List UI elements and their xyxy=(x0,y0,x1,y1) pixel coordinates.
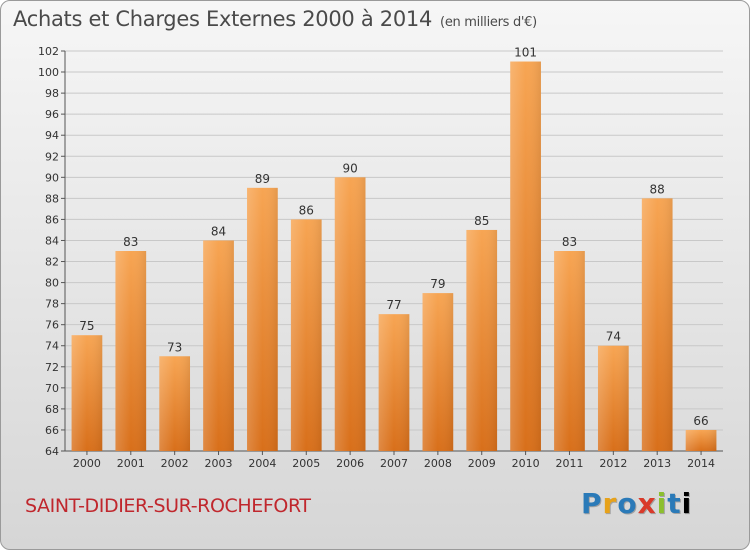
data-label: 83 xyxy=(562,235,577,249)
data-label: 77 xyxy=(386,298,401,312)
x-tick-label: 2011 xyxy=(555,457,583,470)
bar-shade xyxy=(290,219,322,451)
x-tick-label: 2013 xyxy=(643,457,671,470)
chart-subtitle: (en milliers d'€) xyxy=(440,15,537,30)
x-tick-label: 2003 xyxy=(205,457,233,470)
bar-shade xyxy=(641,198,673,451)
x-tick-label: 2006 xyxy=(336,457,364,470)
bar-shade xyxy=(466,229,498,451)
x-tick-label: 2001 xyxy=(117,457,145,470)
bar-shade xyxy=(597,345,629,451)
y-tick-label: 88 xyxy=(45,192,59,205)
y-tick-label: 98 xyxy=(45,87,59,100)
y-tick-label: 64 xyxy=(45,445,59,458)
bar-shade xyxy=(159,356,191,451)
y-tick-label: 70 xyxy=(45,382,59,395)
data-label: 89 xyxy=(255,172,270,186)
proxiti-logo: Proxiti xyxy=(581,487,693,520)
y-tick-label: 74 xyxy=(45,340,59,353)
x-tick-label: 2002 xyxy=(161,457,189,470)
chart-title: Achats et Charges Externes 2000 à 2014 (e… xyxy=(13,7,537,31)
data-label: 75 xyxy=(79,319,94,333)
x-tick-label: 2005 xyxy=(292,457,320,470)
data-label: 101 xyxy=(514,46,537,60)
bar-shade xyxy=(554,251,585,451)
y-tick-label: 66 xyxy=(45,424,59,437)
bar-shade xyxy=(115,251,147,451)
x-tick-label: 2014 xyxy=(687,457,715,470)
label-layer: 75 2000 83 2001 73 2002 84 2003 89 2004 86 2005 90 20… xyxy=(73,46,715,470)
y-tick-label: 86 xyxy=(45,213,59,226)
y-tick-label: 100 xyxy=(38,66,59,79)
y-tick-label: 82 xyxy=(45,256,59,269)
y-tick-label: 84 xyxy=(45,234,59,247)
data-label: 83 xyxy=(123,235,138,249)
x-tick-label: 2008 xyxy=(424,457,452,470)
y-tick-label: 80 xyxy=(45,277,59,290)
x-tick-label: 2004 xyxy=(248,457,276,470)
chart-title-text: Achats et Charges Externes 2000 à 2014 xyxy=(13,7,433,31)
bar-shade xyxy=(378,314,410,451)
y-tick-label: 78 xyxy=(45,298,59,311)
data-label: 85 xyxy=(474,214,489,228)
bar-layer xyxy=(71,61,717,452)
city-name: SAINT-DIDIER-SUR-ROCHEFORT xyxy=(25,495,311,517)
y-tick-label: 94 xyxy=(45,129,59,142)
bar-shade xyxy=(685,429,717,451)
data-label: 66 xyxy=(693,414,708,428)
bar-shade xyxy=(71,335,103,451)
x-tick-label: 2009 xyxy=(468,457,496,470)
y-tick-label: 68 xyxy=(45,403,59,416)
y-tick-label: 72 xyxy=(45,361,59,374)
bar-shade xyxy=(422,293,454,451)
bar-shade xyxy=(334,177,366,451)
x-tick-label: 2012 xyxy=(599,457,627,470)
y-tick-label: 76 xyxy=(45,319,59,332)
data-label: 79 xyxy=(430,277,445,291)
x-tick-label: 2007 xyxy=(380,457,408,470)
data-label: 84 xyxy=(211,224,226,238)
data-label: 88 xyxy=(650,182,665,196)
data-label: 73 xyxy=(167,340,182,354)
x-tick-label: 2010 xyxy=(512,457,540,470)
y-tick-label: 92 xyxy=(45,150,59,163)
data-label: 86 xyxy=(299,203,314,217)
bar-shade xyxy=(247,187,278,451)
data-label: 74 xyxy=(606,330,621,344)
bar-shade xyxy=(203,240,234,451)
y-tick-label: 90 xyxy=(45,171,59,184)
y-tick-label: 102 xyxy=(38,45,59,58)
y-tick-label: 96 xyxy=(45,108,59,121)
data-label: 90 xyxy=(342,161,357,175)
x-tick-label: 2000 xyxy=(73,457,101,470)
bar-shade xyxy=(510,61,541,452)
